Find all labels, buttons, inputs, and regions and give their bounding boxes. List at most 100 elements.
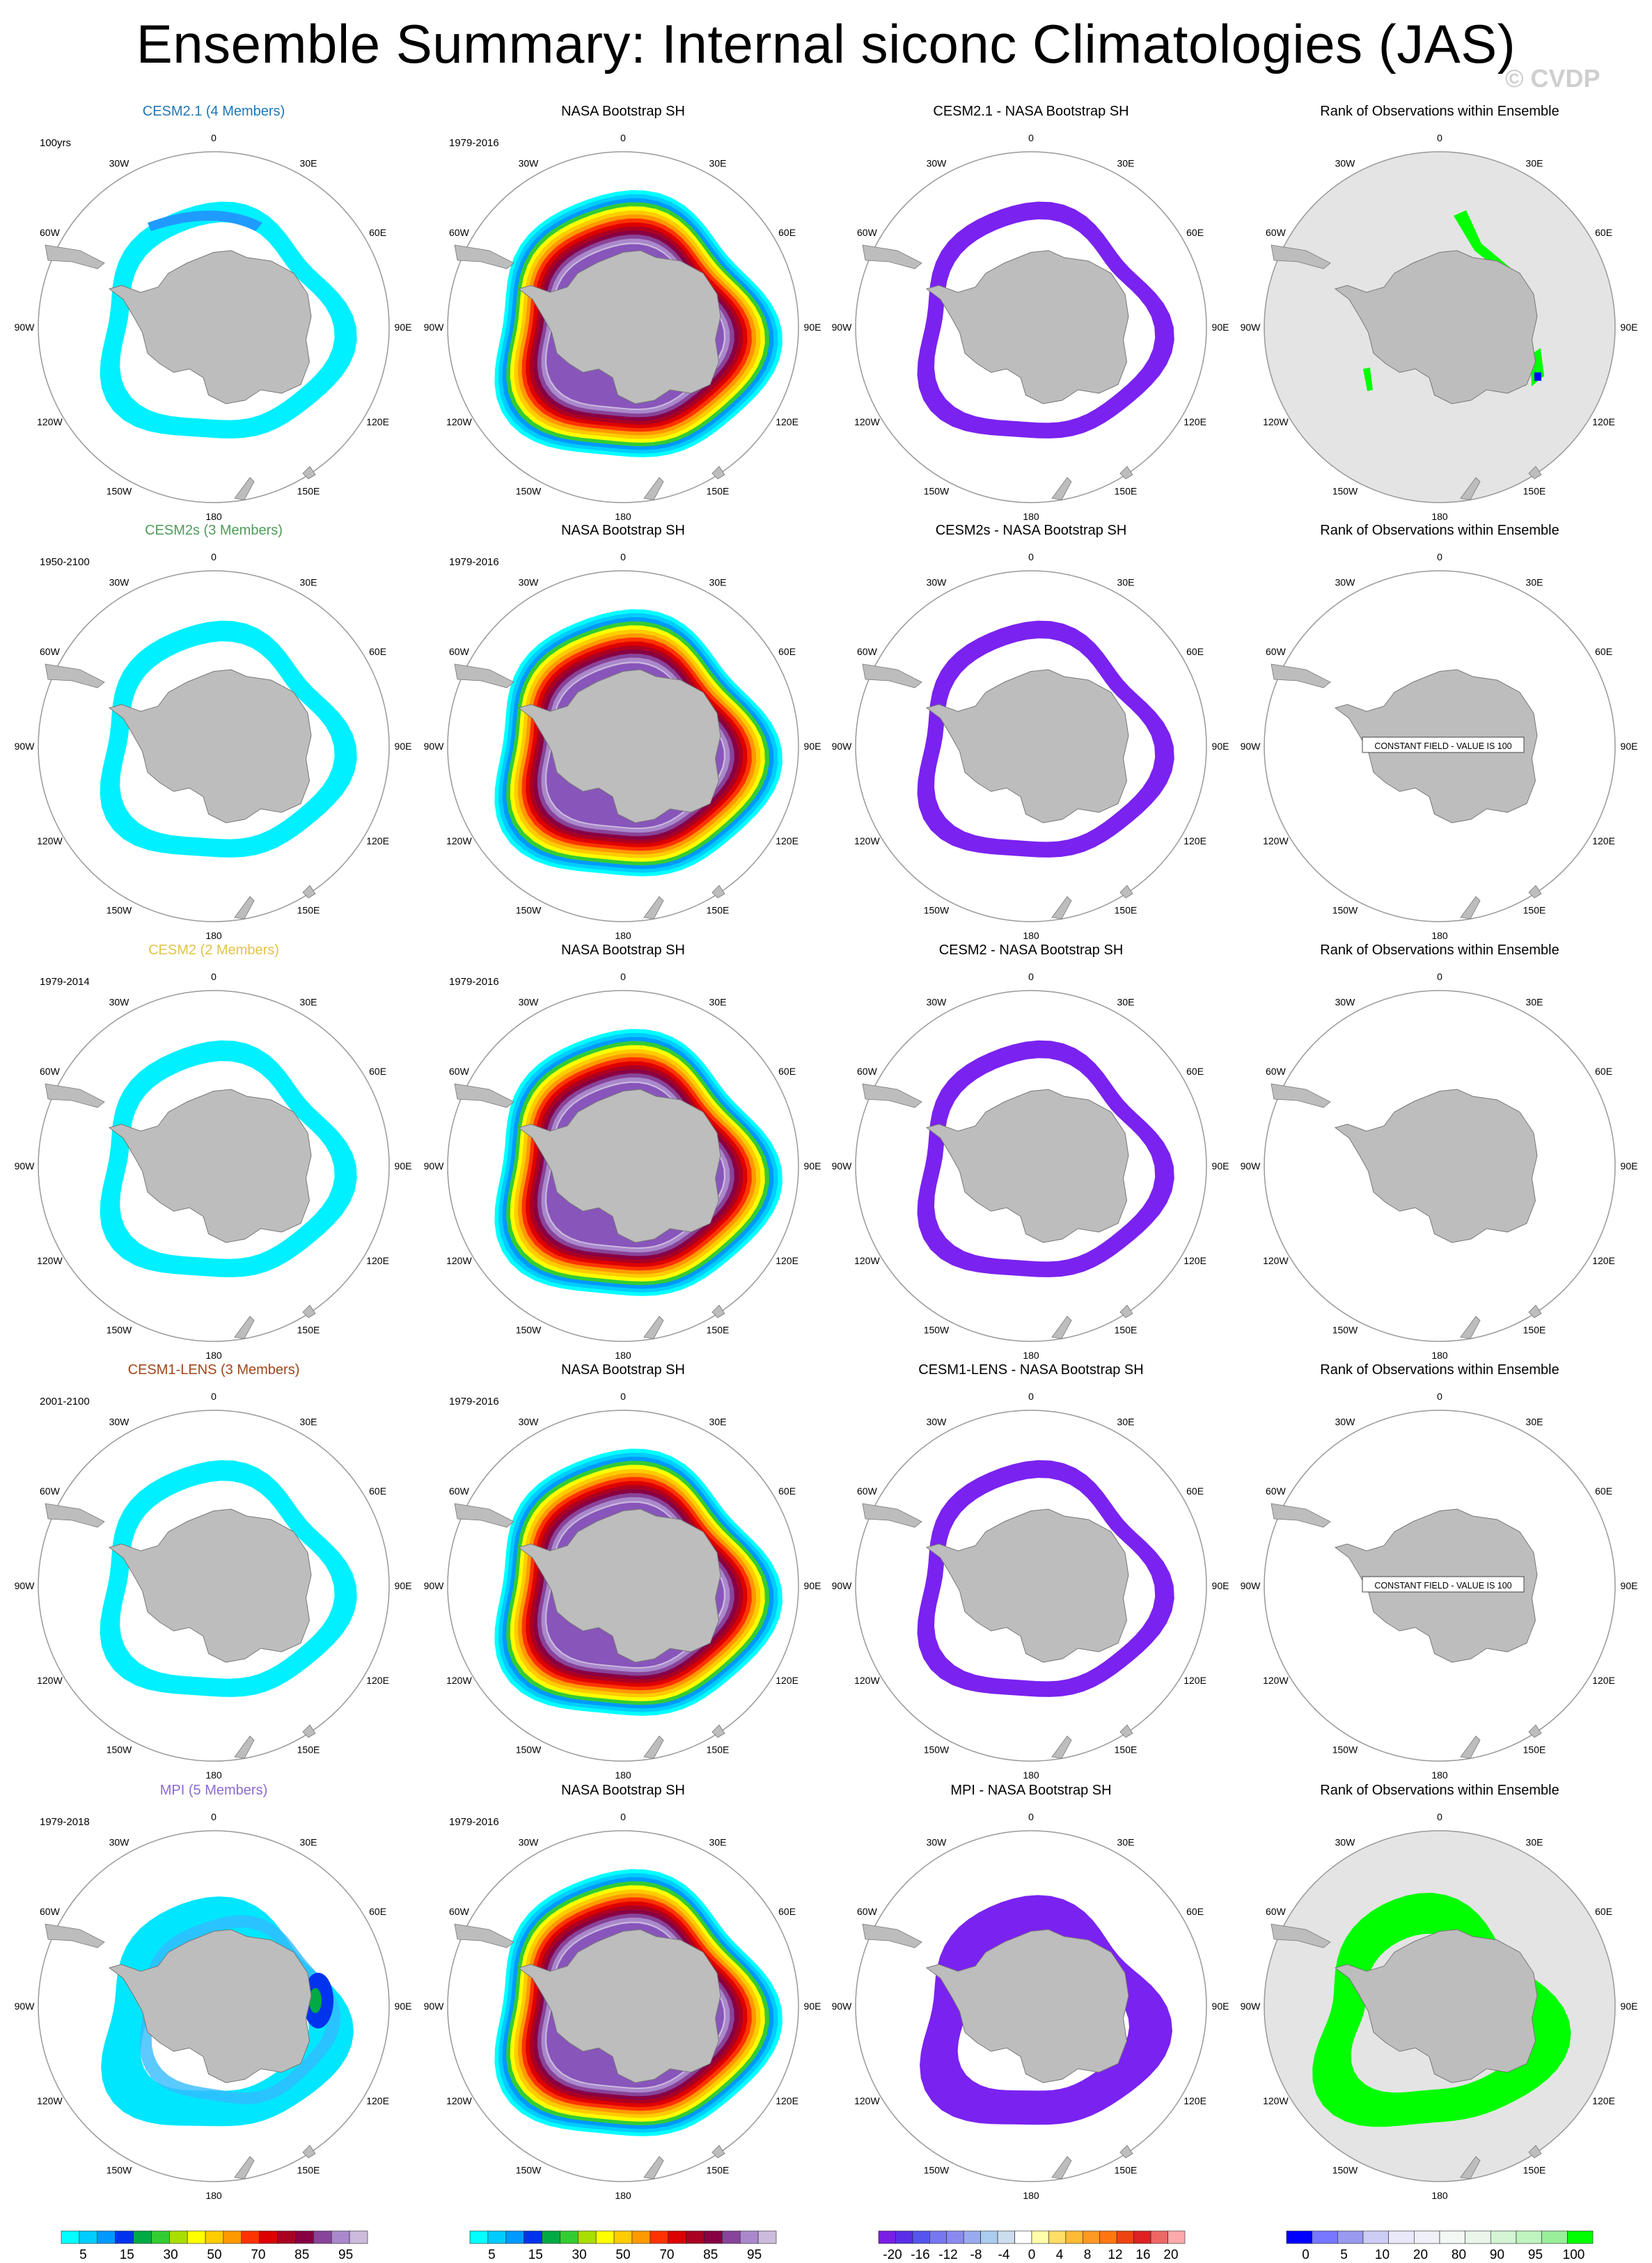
- panel-r1-diff-lon-label: 120W: [854, 416, 880, 427]
- panel-r2-rank-new-zealand: [1460, 896, 1481, 920]
- panel-r1-obs-lon-label: 90W: [424, 322, 445, 333]
- figure-title: Ensemble Summary: Internal siconc Climat…: [136, 13, 1516, 74]
- colorbar-3-swatch: [963, 2230, 981, 2244]
- panel-r5-obs-lon-label: 30E: [709, 1836, 727, 1847]
- panel-r3-obs-lon-label: 30E: [709, 996, 727, 1007]
- panel-r3-rank-lon-label: 0: [1437, 971, 1442, 982]
- panel-r4-obs-title: NASA Bootstrap SH: [561, 1362, 685, 1378]
- panel-r3-rank-lon-label: 90E: [1621, 1160, 1638, 1172]
- panel-r4-rank-lon-label: 120E: [1592, 1675, 1615, 1686]
- panel-r4-model-title: CESM1-LENS (3 Members): [128, 1362, 300, 1378]
- panel-r4-obs-lon-label: 150W: [516, 1744, 542, 1756]
- panel-r4-model-tasmania: [302, 1724, 316, 1738]
- panel-r2-rank-lon-label: 30E: [1526, 576, 1543, 588]
- panel-r5-model-lon-label: 60E: [369, 1906, 386, 1917]
- panel-r2-diff-lon-label: 90E: [1212, 741, 1229, 752]
- panel-r3-rank-lon-label: 150W: [1332, 1325, 1358, 1336]
- panel-r4-obs-lon-label: 120W: [446, 1675, 472, 1686]
- panel-r1-obs-title: NASA Bootstrap SH: [561, 104, 685, 119]
- panel-r4-model: CESM1-LENS (3 Members) 2001-2100 0 30E 60E 90…: [15, 1362, 412, 1781]
- panel-r3-obs-antarctica: [517, 1089, 721, 1243]
- panel-r5-model-ice-highest: [309, 1988, 322, 2013]
- panel-r2-model-period: 1950-2100: [40, 556, 90, 568]
- panel-r1-model-lon-label: 120E: [366, 416, 389, 427]
- panel-r1-obs-lon-label: 150W: [516, 486, 542, 497]
- colorbar-1-swatch: [259, 2230, 278, 2244]
- panel-r2-diff-antarctica: [925, 669, 1129, 823]
- panel-r1-model: CESM2.1 (4 Members) 100yrs 0 30E 60E 90E 120E 1…: [15, 104, 412, 522]
- panel-r4-obs-lon-label: 30W: [519, 1416, 540, 1427]
- panel-r3-model-ice-field: [100, 1040, 357, 1277]
- panel-r2-model-lon-label: 30W: [109, 576, 130, 588]
- panel-r1-obs-antarctica: [517, 250, 721, 404]
- panel-r4-model-lon-label: 0: [211, 1391, 217, 1402]
- panel-r3-diff-lon-label: 90E: [1212, 1160, 1229, 1172]
- panel-r5-rank-lon-label: 120W: [1263, 2095, 1289, 2106]
- colorbar-4-tick-label: 95: [1528, 2248, 1543, 2262]
- panel-r2-rank-lon-label: 150E: [1523, 905, 1546, 916]
- colorbar-3-swatch: [1048, 2230, 1067, 2244]
- colorbar-4-swatch: [1286, 2230, 1313, 2244]
- panel-r2-rank-lon-label: 60E: [1595, 646, 1612, 657]
- panel-r1-diff-antarctica: [925, 250, 1129, 404]
- colorbar-4-swatch: [1516, 2230, 1543, 2244]
- panel-r3-diff-tasmania: [1119, 1304, 1133, 1318]
- panel-r3-model-lon-label: 0: [211, 971, 217, 982]
- panel-r3-obs-lon-label: 60E: [778, 1066, 796, 1077]
- panel-r2-obs-lon-label: 120W: [446, 835, 472, 846]
- panel-r5-model-new-zealand: [234, 2156, 255, 2179]
- panel-r1-rank-lon-label: 90E: [1621, 322, 1638, 333]
- panel-r2-rank-lon-label: 180: [1431, 930, 1448, 941]
- panel-r1-obs-lon-label: 30E: [709, 157, 727, 168]
- panel-r2-rank-lon-label: 0: [1437, 551, 1442, 562]
- panel-r5-diff-lon-label: 60E: [1186, 1906, 1204, 1917]
- panel-r2-rank-lon-label: 90E: [1621, 741, 1638, 752]
- panel-r4-rank-new-zealand: [1460, 1735, 1481, 1759]
- panel-r3-diff-title: CESM2 - NASA Bootstrap SH: [939, 943, 1124, 958]
- colorbar-3-swatch: [929, 2230, 947, 2244]
- panel-r1-rank-lon-label: 30E: [1526, 157, 1543, 168]
- panel-r1-diff-lon-label: 30W: [927, 157, 947, 168]
- panel-r3-obs-lon-label: 90W: [424, 1160, 445, 1172]
- colorbar-1-swatch: [295, 2230, 314, 2244]
- panel-r1-model-lon-label: 30E: [300, 157, 317, 168]
- colorbar-3-tick-label: 4: [1056, 2248, 1064, 2262]
- panel-r5-obs-antarctica: [517, 1929, 721, 2083]
- colorbar-3-swatch: [1116, 2230, 1134, 2244]
- panel-r2-obs-lon-label: 60E: [778, 646, 796, 657]
- panel-r4-model-south-america: [45, 1503, 105, 1528]
- panel-r3-rank: Rank of Observations within Ensemble 0 30E…: [1241, 943, 1638, 1361]
- panel-r4-rank-lon-label: 60W: [1266, 1485, 1287, 1497]
- colorbar-1-tick-label: 15: [120, 2248, 134, 2262]
- panel-r4-obs-new-zealand: [643, 1735, 664, 1759]
- panel-r4-diff-lon-label: 180: [1023, 1769, 1039, 1781]
- colorbar-2-swatch: [487, 2230, 507, 2244]
- panel-r5-rank-south-america: [1271, 1923, 1331, 1948]
- panel-r5-model: MPI (5 Members) 1979-2018 0 30E 60E 90E 120E 15…: [15, 1783, 412, 2201]
- panel-r3-model-lon-label: 180: [205, 1350, 222, 1361]
- panel-r3-diff-lon-label: 120E: [1183, 1255, 1206, 1266]
- panel-r2-diff-lon-label: 0: [1028, 551, 1034, 562]
- panel-r4-model-lon-label: 60E: [369, 1485, 386, 1497]
- panel-r1-obs-lon-label: 90E: [804, 322, 821, 333]
- panel-r2-obs-lon-label: 120E: [776, 835, 799, 846]
- colorbar-1-tick-label: 30: [164, 2248, 178, 2262]
- panel-r1-rank-lon-label: 60W: [1266, 227, 1287, 238]
- panel-r4-model-lon-label: 150E: [297, 1744, 320, 1756]
- panel-r2-model-lon-label: 150W: [107, 905, 132, 916]
- panel-r4-diff-lon-label: 120E: [1183, 1675, 1206, 1686]
- panel-r1-model-lon-label: 180: [205, 511, 222, 522]
- panel-r2-obs-period: 1979-2016: [449, 556, 499, 568]
- panel-r2-diff-new-zealand: [1051, 896, 1072, 920]
- panel-r1-obs-lon-label: 60E: [778, 227, 796, 238]
- panel-r1-obs-tasmania: [711, 466, 725, 480]
- colorbar-3-tick-label: -16: [911, 2248, 929, 2262]
- panel-r1-diff-lon-label: 120E: [1183, 416, 1206, 427]
- panel-r2-rank-lon-label: 150W: [1332, 905, 1358, 916]
- panel-r1-rank-lon-label: 60E: [1595, 227, 1612, 238]
- colorbar-3-swatch: [1014, 2230, 1032, 2244]
- panel-r5-model-lon-label: 120W: [37, 2095, 63, 2106]
- panel-r1-diff-lon-label: 90E: [1212, 322, 1229, 333]
- panel-r2-model-lon-label: 120W: [37, 835, 63, 846]
